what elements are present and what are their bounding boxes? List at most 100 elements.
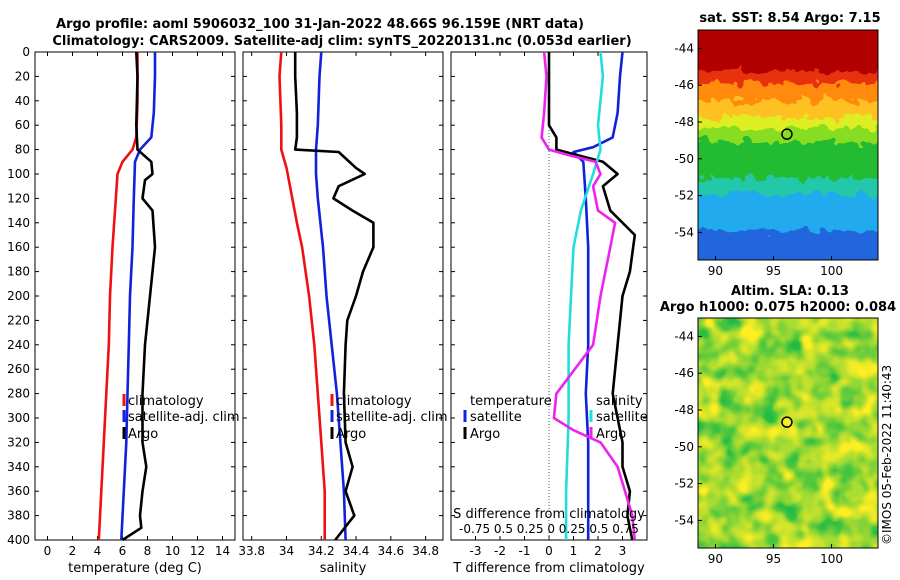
x-tick-label: 4: [94, 544, 102, 558]
depth-tick-label: 180: [7, 265, 30, 279]
sla-map-frame: [697, 317, 879, 549]
depth-tick-label: 320: [7, 435, 30, 449]
legend-s-satellite: satellite: [596, 410, 648, 425]
map-y-tick-label: -44: [674, 41, 694, 55]
sst-map-frame: [697, 29, 879, 261]
difference-top-ticklabels: -0.75 0.5 0.25 0 0.25 0.5 0.75: [459, 522, 639, 536]
series-line-argo: [121, 51, 157, 542]
map-y-tick-label: -50: [674, 440, 694, 454]
map-y-tick-label: -54: [674, 513, 694, 527]
map-y-tick-label: -54: [674, 225, 694, 239]
x-tick-label: 34.2: [308, 544, 335, 558]
sla-map-title: Altim. SLA: 0.13: [731, 284, 849, 299]
figure-title-line2: Climatology: CARS2009. Satellite-adj cli…: [52, 34, 631, 49]
depth-tick-label: 220: [7, 313, 30, 327]
series-line-climatology: [278, 51, 327, 540]
map-y-tick-label: -46: [674, 78, 694, 92]
x-tick-label: -2: [494, 544, 506, 558]
x-tick-label: 10: [165, 544, 180, 558]
depth-tick-label: 280: [7, 387, 30, 401]
series-line-s-satellite: [564, 51, 605, 540]
depth-tick-label: 120: [7, 191, 30, 205]
x-tick-label: 2: [594, 544, 602, 558]
map-x-tick-label: 95: [766, 552, 781, 566]
map-x-tick-label: 90: [708, 264, 723, 278]
sst-map-axes: 90 95 100 -44 -46 -48 -50 -52 -54: [674, 41, 843, 278]
difference-xlabel: T difference from climatology: [452, 561, 645, 576]
legend-argo: Argo: [336, 427, 366, 442]
x-tick-label: 8: [144, 544, 152, 558]
difference-top-xlabel: S difference from climatology: [453, 507, 645, 522]
depth-tick-label: 160: [7, 240, 30, 254]
x-tick-label: 34: [279, 544, 294, 558]
x-tick-label: 1: [570, 544, 578, 558]
depth-tick-label: 60: [15, 118, 30, 132]
depth-tick-label: 20: [15, 69, 30, 83]
x-tick-label: 34.6: [377, 544, 404, 558]
x-tick-label: 0: [545, 544, 553, 558]
difference-legend: temperature satellite Argo salinity sate…: [463, 394, 648, 442]
x-tick-label: -1: [519, 544, 531, 558]
temperature-legend: climatology satellite-adj. clim Argo: [122, 394, 240, 442]
series-line-t-argo: [547, 52, 637, 541]
temperature-panel-frame: [34, 51, 236, 541]
depth-tick-label: 300: [7, 411, 30, 425]
x-tick-label: 0: [44, 544, 52, 558]
legend-temperature-title: temperature: [470, 394, 552, 409]
depth-tick-label: 100: [7, 167, 30, 181]
salinity-xlabel: salinity: [320, 561, 367, 576]
legend-s-argo: Argo: [596, 427, 626, 442]
salinity-legend: climatology satellite-adj. clim Argo: [330, 394, 448, 442]
salinity-panel-frame: [242, 51, 444, 541]
legend-satellite-adj: satellite-adj. clim: [128, 410, 240, 425]
map-y-tick-label: -46: [674, 366, 694, 380]
sst-argo-marker: [781, 128, 793, 140]
sla-argo-marker: [781, 416, 793, 428]
x-tick-label: 3: [619, 544, 627, 558]
x-tick-label: -3: [470, 544, 482, 558]
legend-t-argo: Argo: [470, 427, 500, 442]
series-line-satellite-adj-clim: [120, 52, 157, 541]
x-axis-tick-labels: 0 2 4 6 8 10 12 14 33.8 34 34.2 34.4 34.6 34.8 -3 -2 -1 0…: [44, 544, 627, 558]
sla-map-axes: 90 95 100 -44 -46 -48 -50 -52 -54: [674, 329, 843, 566]
legend-climatology: climatology: [336, 394, 412, 409]
depth-tick-label: 200: [7, 289, 30, 303]
legend-climatology: climatology: [128, 394, 204, 409]
figure-title-line1: Argo profile: aoml 5906032_100 31-Jan-20…: [56, 17, 584, 32]
x-tick-label: 34.8: [412, 544, 439, 558]
depth-tick-label: 340: [7, 460, 30, 474]
map-y-tick-label: -52: [674, 189, 694, 203]
panel-ticks: [35, 51, 647, 541]
map-y-tick-label: -52: [674, 477, 694, 491]
series-line-s-argo: [540, 51, 637, 541]
depth-tick-label: 80: [15, 143, 30, 157]
map-x-tick-label: 95: [766, 264, 781, 278]
x-tick-label: 33.8: [238, 544, 265, 558]
sst-map-title: sat. SST: 8.54 Argo: 7.15: [699, 11, 880, 26]
x-tick-label: 34.4: [343, 544, 370, 558]
depth-tick-label: 240: [7, 338, 30, 352]
map-y-tick-label: -48: [674, 403, 694, 417]
profile-series: [97, 51, 637, 542]
map-y-tick-label: -44: [674, 329, 694, 343]
x-tick-label: 6: [119, 544, 127, 558]
depth-tick-label: 380: [7, 509, 30, 523]
map-y-tick-label: -50: [674, 152, 694, 166]
map-y-tick-label: -48: [674, 115, 694, 129]
depth-tick-label: 260: [7, 362, 30, 376]
series-line-climatology: [97, 52, 139, 541]
depth-axis-labels: 0 20 40 60 80 100 120 140 160 180 200 220 240 260 280 3…: [7, 45, 30, 547]
depth-tick-label: 0: [22, 45, 30, 59]
sla-map-image: [698, 318, 878, 548]
imos-watermark: ©IMOS 05-Feb-2022 11:40:43: [880, 365, 894, 545]
x-tick-label: 2: [69, 544, 77, 558]
temperature-xlabel: temperature (deg C): [68, 561, 202, 576]
x-tick-label: 14: [215, 544, 230, 558]
series-line-argo: [293, 52, 375, 541]
depth-tick-label: 400: [7, 533, 30, 547]
legend-satellite-adj: satellite-adj. clim: [336, 410, 448, 425]
sla-map-subtitle: Argo h1000: 0.075 h2000: 0.084: [660, 300, 896, 315]
depth-tick-label: 360: [7, 484, 30, 498]
legend-salinity-title: salinity: [596, 394, 643, 409]
